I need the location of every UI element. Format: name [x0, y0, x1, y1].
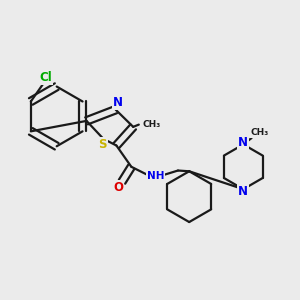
Text: NH: NH — [147, 171, 164, 181]
Text: CH₃: CH₃ — [142, 120, 160, 129]
Text: Cl: Cl — [39, 71, 52, 84]
Text: N: N — [112, 97, 122, 110]
Text: N: N — [238, 136, 248, 149]
Text: S: S — [98, 138, 107, 151]
Text: CH₃: CH₃ — [251, 128, 269, 137]
Text: O: O — [113, 181, 123, 194]
Text: N: N — [238, 184, 248, 198]
